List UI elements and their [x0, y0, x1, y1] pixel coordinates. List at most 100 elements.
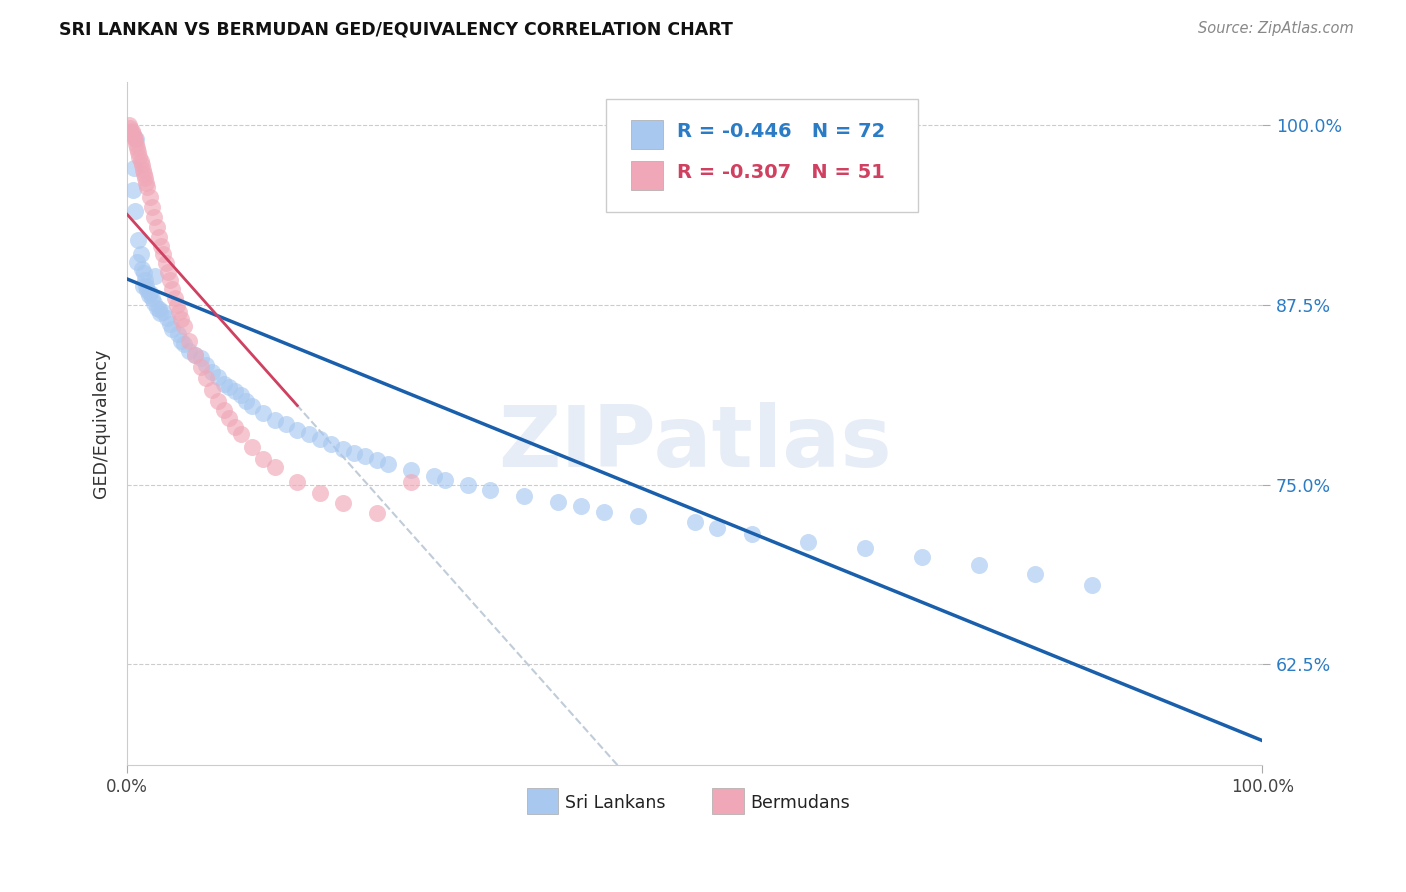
- Point: [125, 132, 148, 146]
- Point: [141, 200, 163, 214]
- Point: [128, 150, 150, 164]
- Point: [152, 247, 174, 261]
- Point: [627, 509, 650, 524]
- Text: ZIPatlas: ZIPatlas: [498, 402, 891, 485]
- Point: [159, 317, 181, 331]
- Point: [569, 499, 592, 513]
- Point: [134, 273, 156, 287]
- Point: [122, 161, 145, 176]
- Point: [1081, 578, 1104, 592]
- Bar: [527, 789, 558, 814]
- Point: [298, 427, 321, 442]
- Point: [212, 402, 235, 417]
- Point: [547, 495, 569, 509]
- Point: [797, 535, 820, 549]
- Point: [141, 291, 163, 305]
- Point: [967, 558, 990, 573]
- Point: [150, 239, 173, 253]
- Point: [148, 230, 170, 244]
- Point: [143, 210, 166, 224]
- Point: [229, 388, 252, 402]
- Point: [457, 477, 479, 491]
- Point: [218, 380, 240, 394]
- Point: [173, 319, 195, 334]
- Text: R = -0.446   N = 72: R = -0.446 N = 72: [676, 121, 884, 141]
- Point: [274, 417, 297, 432]
- Point: [124, 132, 146, 146]
- Point: [195, 358, 218, 372]
- Point: [263, 413, 285, 427]
- Point: [201, 383, 224, 397]
- Bar: [711, 789, 744, 814]
- Point: [131, 158, 153, 172]
- Point: [159, 273, 181, 287]
- Point: [240, 440, 263, 454]
- Point: [201, 366, 224, 380]
- Point: [162, 282, 184, 296]
- Point: [167, 305, 190, 319]
- Point: [683, 515, 706, 529]
- Text: SRI LANKAN VS BERMUDAN GED/EQUIVALENCY CORRELATION CHART: SRI LANKAN VS BERMUDAN GED/EQUIVALENCY C…: [59, 21, 733, 38]
- Point: [309, 486, 332, 500]
- Point: [1024, 566, 1046, 581]
- Point: [179, 343, 201, 358]
- Point: [129, 154, 152, 169]
- Point: [741, 526, 763, 541]
- Point: [132, 279, 155, 293]
- Point: [152, 305, 174, 319]
- Point: [207, 369, 229, 384]
- Point: [433, 473, 456, 487]
- Text: Sri Lankans: Sri Lankans: [565, 794, 666, 812]
- Point: [235, 394, 257, 409]
- Point: [125, 136, 148, 151]
- Point: [121, 183, 143, 197]
- Point: [911, 549, 934, 564]
- Bar: [631, 120, 664, 149]
- Point: [127, 254, 149, 268]
- Point: [120, 125, 142, 139]
- Point: [138, 287, 160, 301]
- Point: [190, 359, 212, 374]
- Point: [155, 256, 177, 270]
- Point: [162, 322, 184, 336]
- Bar: [631, 161, 664, 190]
- Point: [132, 266, 155, 280]
- Text: Source: ZipAtlas.com: Source: ZipAtlas.com: [1198, 21, 1354, 36]
- Point: [127, 145, 149, 160]
- Point: [136, 180, 159, 194]
- Point: [138, 286, 160, 301]
- Point: [285, 475, 308, 489]
- Point: [252, 406, 274, 420]
- Point: [149, 306, 172, 320]
- Point: [127, 141, 149, 155]
- Point: [166, 298, 188, 312]
- Point: [124, 204, 146, 219]
- Y-axis label: GED/Equivalency: GED/Equivalency: [93, 349, 110, 498]
- Point: [399, 475, 422, 489]
- Point: [145, 301, 167, 315]
- Point: [343, 446, 366, 460]
- Point: [121, 124, 143, 138]
- Point: [184, 348, 207, 362]
- Point: [156, 310, 179, 325]
- Point: [321, 437, 343, 451]
- Point: [129, 247, 152, 261]
- Text: Bermudans: Bermudans: [751, 794, 851, 812]
- Point: [179, 334, 201, 348]
- Point: [156, 265, 179, 279]
- Point: [366, 507, 388, 521]
- Point: [224, 384, 246, 398]
- Point: [135, 176, 157, 190]
- Point: [190, 351, 212, 365]
- Point: [118, 118, 141, 132]
- Point: [170, 334, 193, 348]
- Point: [285, 423, 308, 437]
- Point: [145, 269, 167, 284]
- Point: [148, 302, 170, 317]
- Point: [263, 460, 285, 475]
- Point: [207, 394, 229, 409]
- Point: [132, 167, 155, 181]
- Point: [593, 505, 616, 519]
- Point: [136, 284, 159, 298]
- Point: [399, 463, 422, 477]
